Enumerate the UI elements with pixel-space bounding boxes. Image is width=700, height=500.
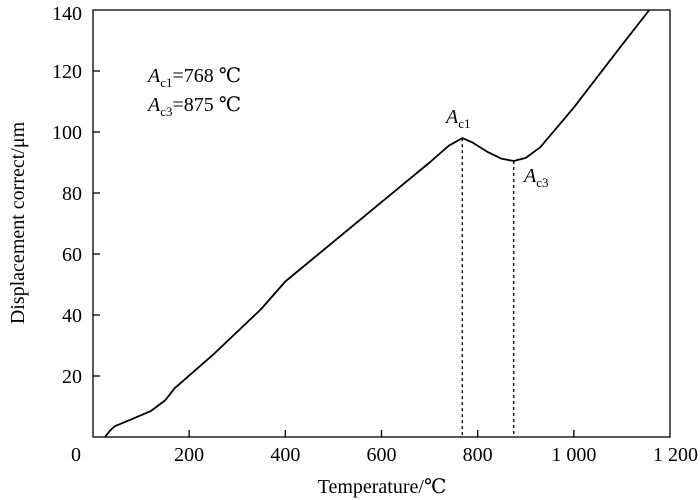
x-tick-label: 400 [270,444,300,466]
ac3-info-label: Ac3=875 ℃ [146,94,241,119]
ac1-info-label: Ac1=768 ℃ [146,65,241,90]
y-tick-label: 80 [62,183,82,205]
y-tick-label: 120 [52,61,82,83]
x-tick-label: 0 [71,444,81,466]
y-tick-label: 40 [62,305,82,327]
x-tick-label: 600 [367,444,397,466]
displacement-curve [104,9,651,438]
y-axis-label: Displacement correct/μm [7,121,29,324]
y-tick-label: 100 [52,122,82,144]
x-axis-ticks: 0 200 400 600 800 1 000 1 200 [71,430,698,466]
y-tick-label: 140 [52,3,82,25]
x-tick-label: 200 [174,444,204,466]
y-tick-label: 60 [62,244,82,266]
x-tick-label: 800 [463,444,493,466]
y-tick-label: 20 [62,366,82,388]
ac1-marker-label: Ac1 [444,106,471,131]
ac3-marker-label: Ac3 [522,165,549,190]
x-axis-label: Temperature/℃ [318,476,447,498]
x-tick-label: 1 000 [551,444,596,466]
y-axis-ticks: 20 40 60 80 100 120 140 [52,3,100,388]
x-tick-label: 1 200 [653,444,698,466]
